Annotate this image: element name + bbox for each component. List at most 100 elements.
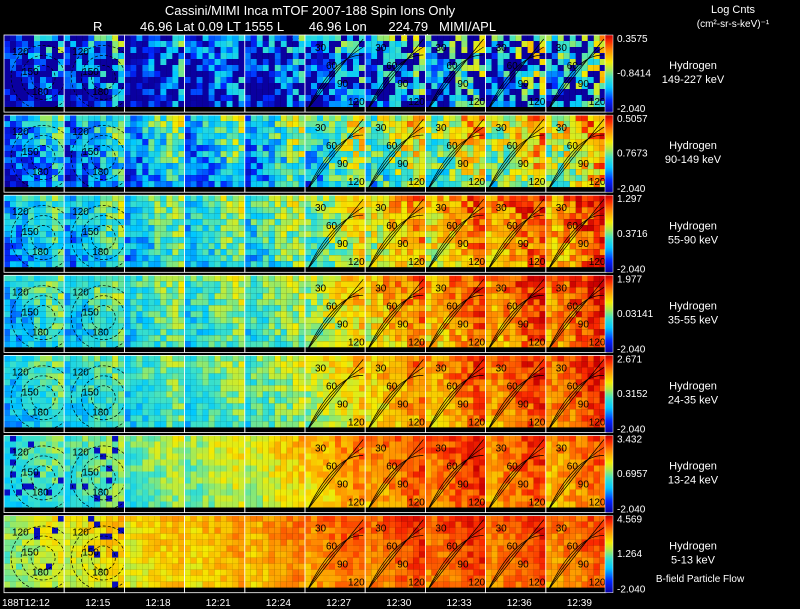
contour-label: 60 xyxy=(567,381,579,392)
contour-label: 150 xyxy=(22,548,39,559)
panel-r6-c5 xyxy=(244,435,306,513)
contour-line xyxy=(306,118,364,191)
contour-line xyxy=(427,375,484,431)
contour-label: 120 xyxy=(468,97,485,108)
contour-line xyxy=(306,535,364,591)
colorbar-label-cmax: 0.3575 xyxy=(617,34,648,45)
colorbar-row-5: 2.671 0.3152 -2.040 xyxy=(604,354,648,436)
contour-label: 120 xyxy=(408,498,425,509)
contour-label: 90 xyxy=(337,560,349,571)
contour-ring xyxy=(30,65,56,90)
panel-r7-c8: 30 60 90 120 xyxy=(424,515,486,594)
contour-label: 60 xyxy=(507,462,519,473)
contour-line xyxy=(427,455,484,511)
contour-label: 90 xyxy=(457,319,469,330)
heatmap-cells xyxy=(425,355,486,428)
contour-label: 60 xyxy=(446,221,458,232)
contour-label: 150 xyxy=(82,387,99,398)
contour-line xyxy=(366,375,424,431)
contour-line xyxy=(487,367,544,431)
colorbar-row-2: 0.5057 0.7673 -2.040 xyxy=(604,114,648,195)
contour-label: 90 xyxy=(578,319,590,330)
contour-label: 30 xyxy=(375,444,387,455)
contour-line xyxy=(366,38,424,111)
contour-ring xyxy=(90,65,116,90)
contour-label: 120 xyxy=(589,337,606,348)
panel-r6-c9: 30 60 90 120 xyxy=(485,435,547,513)
contour-ring xyxy=(90,465,116,491)
contour-label: 150 xyxy=(82,227,99,238)
contour-ring xyxy=(90,305,116,331)
contour-line xyxy=(306,455,364,511)
contour-line xyxy=(427,286,484,351)
heatmap-cells xyxy=(184,195,245,268)
contour-line xyxy=(487,134,544,191)
heatmap-cells xyxy=(124,435,185,508)
contour-label: 30 xyxy=(556,444,568,455)
contour-line xyxy=(427,359,484,431)
contour-label: 90 xyxy=(578,159,590,170)
contour-label: 180 xyxy=(92,167,109,178)
contour-label: 120 xyxy=(72,47,89,58)
heatmap-cells xyxy=(124,275,185,348)
contour-line xyxy=(427,447,484,511)
energy-label: 90-149 keV xyxy=(665,154,722,166)
contour-label: 30 xyxy=(435,203,447,214)
contour-line xyxy=(306,134,364,191)
contour-label: 120 xyxy=(589,498,606,509)
contour-label: 180 xyxy=(92,568,109,579)
contour-line xyxy=(366,134,424,191)
colorbar xyxy=(604,114,614,193)
contour-label: 150 xyxy=(82,67,99,78)
panel-r5-c10: 30 60 90 120 xyxy=(545,354,607,433)
contour-label: 60 xyxy=(386,381,398,392)
contour-line xyxy=(547,279,605,351)
colorbar xyxy=(604,515,614,593)
heatmap-cells xyxy=(4,435,64,508)
contour-label: 60 xyxy=(567,141,579,152)
contour-label: 30 xyxy=(315,524,327,535)
contour-line xyxy=(547,455,605,511)
contour-line xyxy=(487,279,545,351)
panel-r4-c7: 30 60 90 120 xyxy=(364,274,426,353)
species-label: Hydrogen xyxy=(669,220,717,232)
contour-line xyxy=(366,447,424,511)
contour-label: 120 xyxy=(529,177,546,188)
colorbar-label-cmin: -2.040 xyxy=(617,425,646,436)
contour-ring xyxy=(90,225,116,250)
energy-label: 149-227 keV xyxy=(662,74,725,86)
contour-label: 30 xyxy=(496,444,508,455)
panel-r6-c7: 30 60 90 120 xyxy=(364,435,426,513)
panel-r4-c10: 30 60 90 120 xyxy=(545,274,607,353)
heatmap-cells xyxy=(365,275,426,348)
contour-label: 180 xyxy=(32,87,49,98)
contour-label: 180 xyxy=(32,568,49,579)
colorbar-label-cmin: -2.040 xyxy=(617,505,646,516)
contour-label: 180 xyxy=(92,87,109,98)
contour-line xyxy=(366,206,424,271)
colorbar-label-cmid: 0.7673 xyxy=(617,149,648,160)
contour-label: 30 xyxy=(556,43,568,54)
x-tick-label: 12:39 xyxy=(567,598,592,609)
contour-line xyxy=(487,38,545,111)
contour-label: 120 xyxy=(72,528,89,539)
panel-r1-c5 xyxy=(244,34,306,113)
contour-label: 60 xyxy=(567,301,579,312)
colorbar-label-cmin: -2.040 xyxy=(617,184,646,195)
contour-line xyxy=(547,286,605,351)
contour-line xyxy=(547,527,605,591)
contour-label: 30 xyxy=(315,363,327,374)
contour-label: 120 xyxy=(529,578,546,589)
contour-line xyxy=(366,359,424,431)
heatmap-cells xyxy=(184,275,245,348)
panel-r6-c1: 120 150 180 xyxy=(3,435,76,513)
contour-label: 120 xyxy=(589,257,606,268)
colorbar-label-cmax: 2.671 xyxy=(617,354,642,365)
panel-r7-c9: 30 60 90 120 xyxy=(485,515,547,594)
contour-line xyxy=(427,535,484,591)
contour-ring xyxy=(30,465,56,491)
panel-r5-c6: 30 60 90 120 xyxy=(304,354,366,433)
bfield-label: B-field Particle Flow xyxy=(656,574,745,585)
x-tick-label: 12:18 xyxy=(145,598,170,609)
contour-label: 120 xyxy=(408,337,425,348)
